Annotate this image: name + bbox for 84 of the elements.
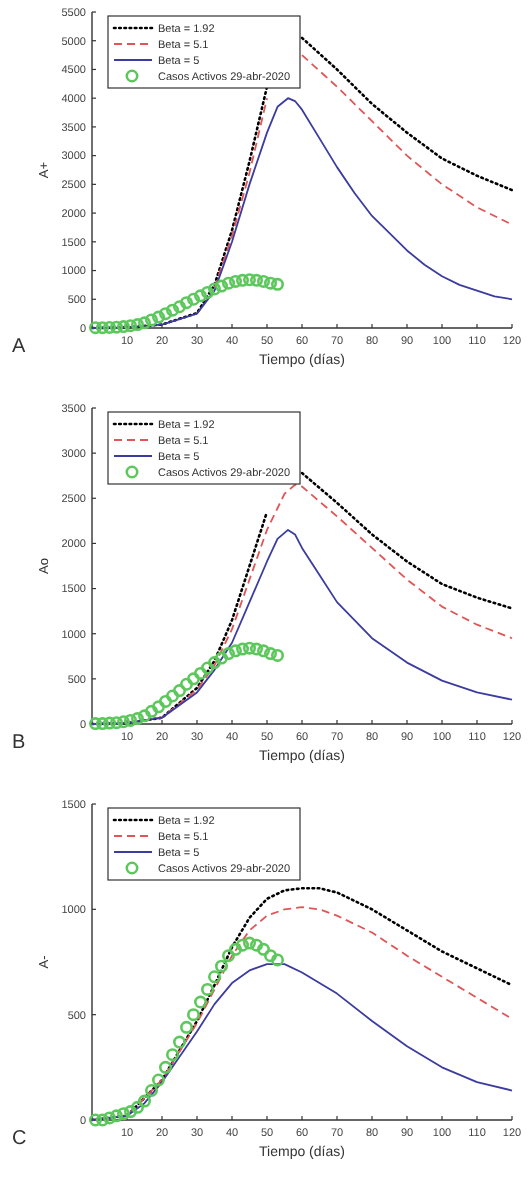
- point: [264, 647, 277, 661]
- point: [243, 936, 256, 950]
- point: [257, 644, 270, 658]
- point: [145, 1084, 158, 1098]
- point: [194, 666, 207, 680]
- point: [166, 689, 179, 703]
- point: [159, 307, 172, 321]
- point: [194, 995, 207, 1009]
- point: [215, 959, 228, 973]
- point: [131, 1100, 144, 1114]
- point: [96, 321, 109, 335]
- point: [180, 296, 193, 310]
- point: [271, 648, 284, 662]
- point: [229, 942, 242, 956]
- point: [152, 1073, 165, 1087]
- point: [103, 716, 116, 730]
- point: [166, 303, 179, 317]
- point: [145, 704, 158, 718]
- point: [271, 277, 284, 291]
- point: [117, 320, 130, 334]
- point: [264, 949, 277, 963]
- point: [250, 642, 263, 656]
- point: [250, 938, 263, 952]
- text: C: [12, 1128, 27, 1150]
- point: [243, 273, 256, 287]
- point: [201, 661, 214, 675]
- point: [243, 641, 256, 655]
- point: [187, 292, 200, 306]
- point: [187, 1008, 200, 1022]
- point: [89, 1113, 102, 1127]
- point: [89, 717, 102, 731]
- point: [222, 276, 235, 290]
- point: [124, 713, 137, 727]
- point: [201, 285, 214, 299]
- point: [159, 694, 172, 708]
- point: [152, 310, 165, 324]
- point: [117, 715, 130, 729]
- point: [173, 300, 186, 314]
- point: [215, 651, 228, 665]
- point: [152, 700, 165, 714]
- point: [131, 712, 144, 726]
- point: [257, 274, 270, 288]
- point: [222, 949, 235, 963]
- text: A: [12, 336, 26, 358]
- point: [138, 1094, 151, 1108]
- point: [159, 1060, 172, 1074]
- point: [215, 279, 228, 293]
- point: [110, 716, 123, 730]
- point: [110, 1109, 123, 1123]
- point: [208, 282, 221, 296]
- point: [117, 1107, 130, 1121]
- point: [173, 1035, 186, 1049]
- point: [180, 677, 193, 691]
- point: [222, 647, 235, 661]
- point: [264, 276, 277, 290]
- point: [131, 318, 144, 332]
- point: [236, 273, 249, 287]
- point: [236, 642, 249, 656]
- point: [145, 313, 158, 327]
- point: [194, 289, 207, 303]
- point: [96, 717, 109, 731]
- point: [201, 982, 214, 996]
- point: [124, 319, 137, 333]
- point: [124, 1105, 137, 1119]
- point: [96, 1113, 109, 1127]
- point: [180, 1020, 193, 1034]
- point: [103, 320, 116, 334]
- point: [166, 1048, 179, 1062]
- point: [173, 684, 186, 698]
- point: [236, 938, 249, 952]
- point: [138, 709, 151, 723]
- text: B: [12, 732, 26, 754]
- point: [110, 320, 123, 334]
- point: [208, 656, 221, 670]
- point: [257, 942, 270, 956]
- point: [208, 970, 221, 984]
- point: [89, 321, 102, 335]
- point: [229, 644, 242, 658]
- point: [138, 316, 151, 330]
- point: [103, 1111, 116, 1125]
- point: [187, 672, 200, 686]
- point: [250, 273, 263, 287]
- point: [229, 274, 242, 288]
- point: [271, 953, 284, 967]
